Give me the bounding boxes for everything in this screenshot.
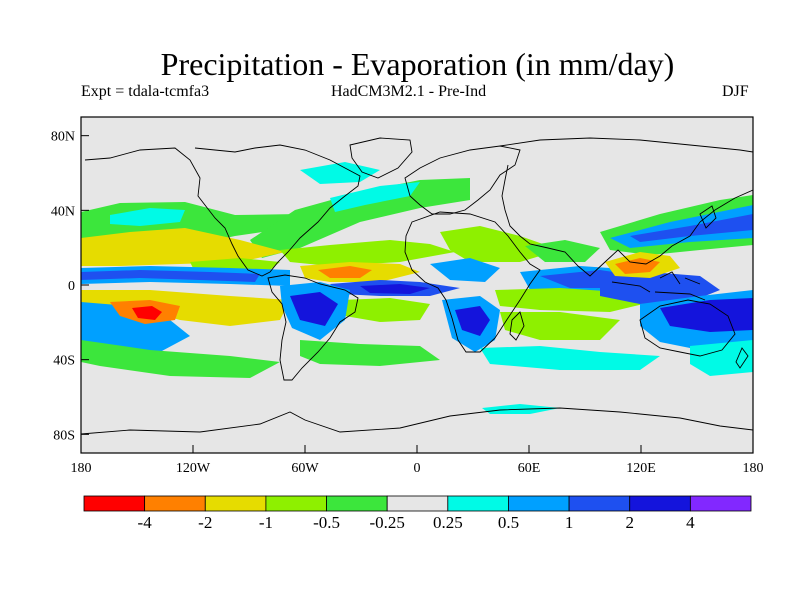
spcz-core — [660, 298, 753, 332]
lon-tick-label: 120E — [626, 461, 656, 476]
southern-ocean-wet-indian — [480, 346, 660, 370]
colorbar-box — [386, 495, 449, 512]
colorbar-box — [568, 495, 631, 512]
coast-africa — [404, 211, 541, 353]
south-atlantic-dry — [340, 298, 430, 322]
model-label: HadCM3M2.1 - Pre-Ind — [331, 83, 487, 100]
coast-australia — [639, 299, 736, 357]
colorbar-box — [689, 495, 752, 512]
coast-greenland — [349, 137, 413, 179]
season-label: DJF — [722, 83, 749, 100]
colorbar-box — [265, 495, 327, 512]
north-pacific-dry — [81, 228, 285, 266]
colorbar-label: 2 — [625, 513, 634, 532]
coast-asia — [499, 137, 753, 277]
colorbar-label: -0.5 — [313, 513, 340, 532]
coast-antarctica — [81, 407, 753, 435]
lon-tick-label: 120W — [176, 461, 211, 476]
figure-title: Precipitation - Evaporation (in mm/day) — [160, 46, 675, 82]
itcz-pacific-core — [81, 270, 260, 282]
colorbar-label: -4 — [137, 513, 152, 532]
south-america-wet-core — [290, 292, 338, 326]
colorbar-label: 1 — [564, 513, 574, 532]
southern-ocean-wet-pacific — [81, 340, 280, 378]
itcz-atlantic-core — [360, 284, 430, 294]
lon-tick-label: 60W — [291, 461, 319, 476]
coast-europe — [404, 145, 521, 215]
southern-ocean-wet-east — [690, 340, 753, 376]
lat-tick-label: 80S — [53, 428, 75, 443]
latitude-ticks: 80N 40N 0 40S 80S — [51, 130, 89, 443]
north-pacific-wet-core — [110, 208, 185, 226]
lat-tick-label: 40N — [51, 204, 75, 219]
south-pacific-dry — [81, 290, 290, 326]
pe-field — [81, 162, 753, 414]
colorbar-box — [447, 495, 509, 512]
tropical-atlantic-dry-core — [318, 266, 372, 278]
south-indian-dry — [500, 312, 620, 340]
lon-tick-label: 180 — [71, 461, 92, 476]
colorbar-box — [326, 495, 388, 512]
lon-tick-label: 60E — [518, 461, 541, 476]
north-atlantic-wet — [250, 178, 470, 258]
experiment-label: Expt = tdala-tcmfa3 — [81, 83, 210, 100]
southern-africa-wet-core — [455, 306, 490, 336]
longitude-ticks: 180 120W 60W 0 60E 120E 180 — [71, 445, 764, 476]
colorbar-box — [144, 495, 206, 512]
coastlines — [81, 137, 753, 435]
colorbar-label: -1 — [258, 513, 273, 532]
colorbar — [83, 495, 752, 512]
arctic-atlantic-wet — [300, 162, 380, 184]
north-atlantic-wet-core — [330, 182, 420, 212]
colorbar-label: 0.5 — [497, 513, 520, 532]
colorbar-box — [629, 495, 691, 512]
south-pacific-wet-west-rim — [81, 300, 190, 352]
lon-tick-label: 180 — [743, 461, 764, 476]
west-pacific-storm-track-2 — [630, 214, 753, 242]
colorbar-label: -0.25 — [369, 513, 405, 532]
coast-madagascar — [509, 311, 525, 341]
lon-tick-label: 0 — [414, 461, 421, 476]
sahara-dry — [440, 226, 560, 262]
coast-indonesia — [611, 271, 706, 301]
lat-tick-label: 80N — [51, 130, 75, 145]
colorbar-label: 0.25 — [432, 513, 463, 532]
south-pacific-dry-red — [132, 306, 162, 320]
central-africa-wet — [430, 258, 500, 282]
colorbar-box — [83, 495, 146, 512]
coast-south-america — [267, 274, 359, 381]
north-atlantic-dry — [280, 240, 455, 266]
coast-japan — [699, 205, 717, 229]
coast-north-america — [84, 144, 361, 277]
southern-ocean-wet-atlantic — [300, 340, 440, 366]
coast-new-zealand — [735, 347, 749, 369]
colorbar-box — [508, 495, 570, 512]
colorbar-box — [204, 495, 267, 512]
colorbar-label: 4 — [686, 513, 695, 532]
lat-tick-label: 40S — [53, 354, 75, 369]
colorbar-label: -2 — [198, 513, 213, 532]
lat-tick-label: 0 — [68, 279, 75, 294]
